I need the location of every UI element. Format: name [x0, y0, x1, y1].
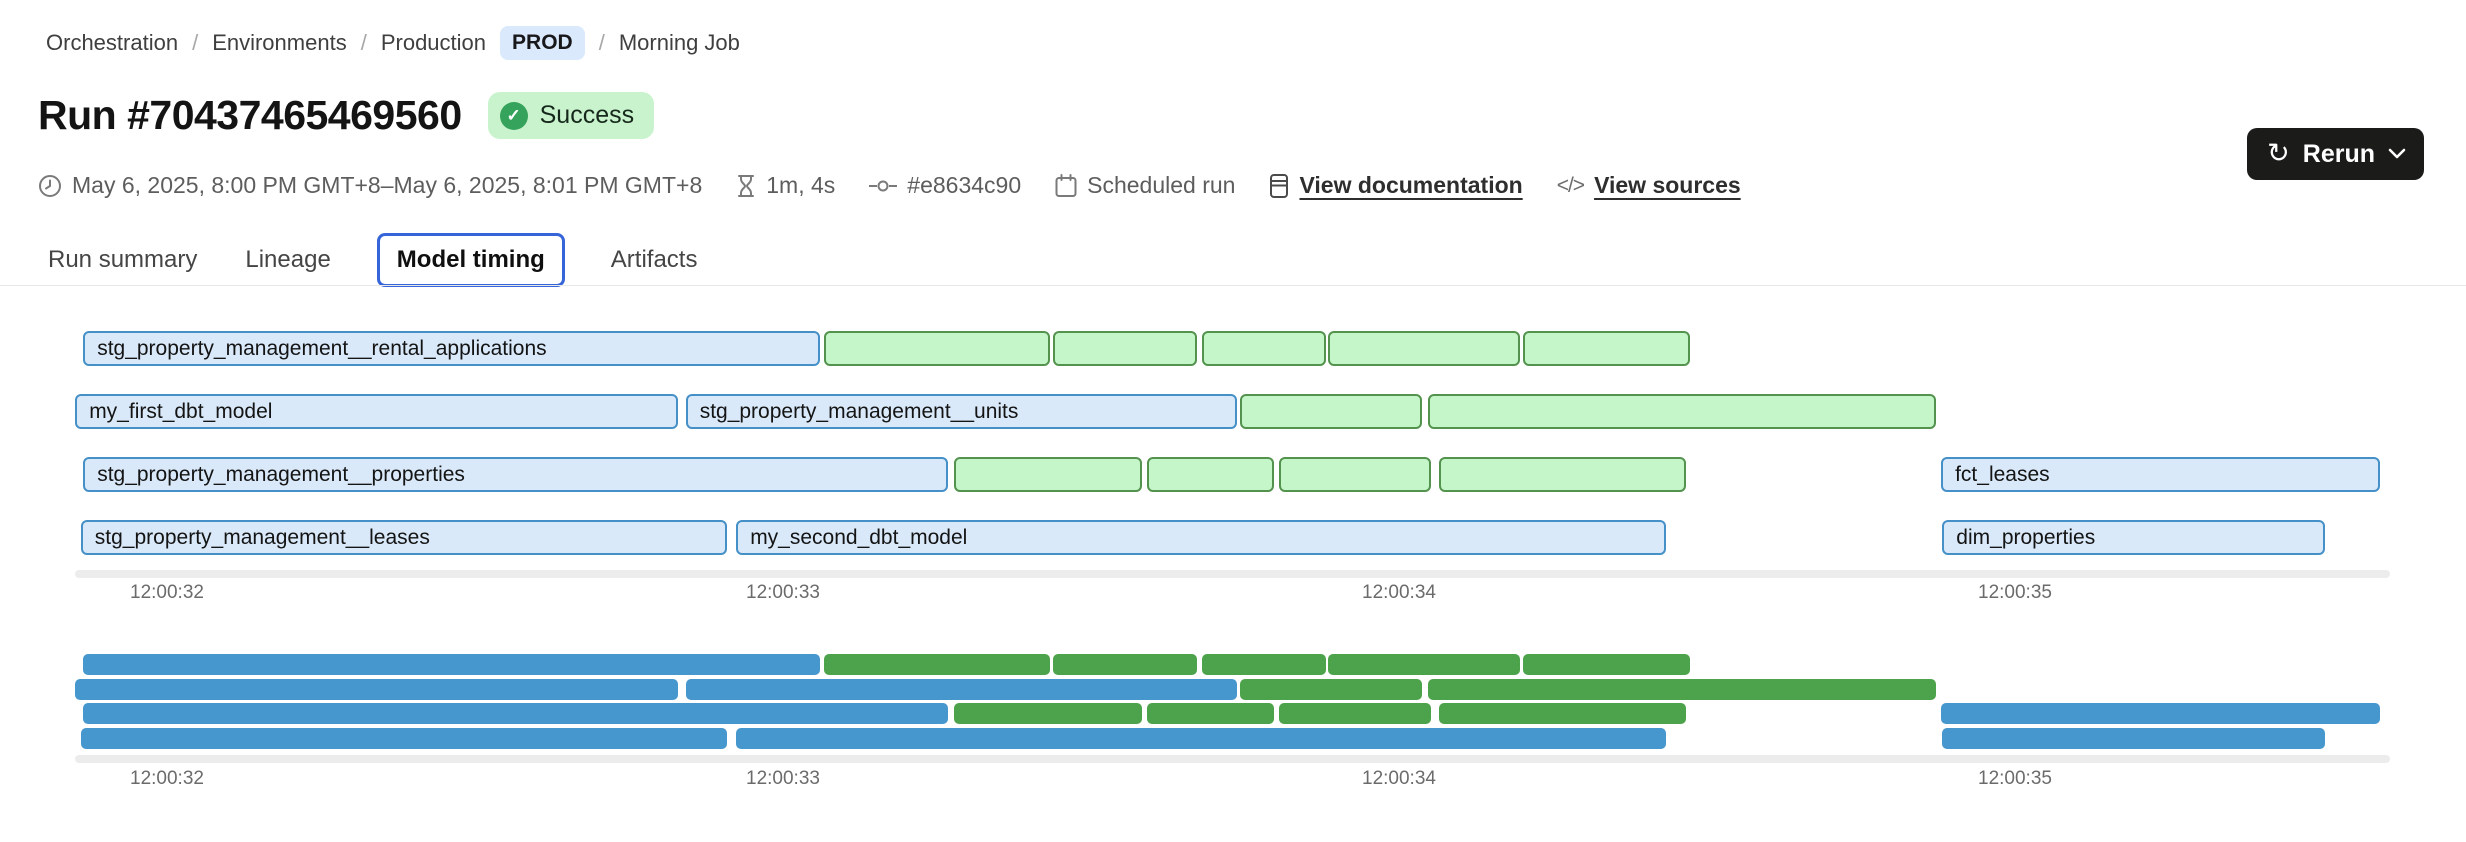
run-time-range-text: May 6, 2025, 8:00 PM GMT+8–May 6, 2025, … [72, 172, 703, 198]
success-check-icon: ✓ [499, 101, 528, 130]
status-badge-label: Success [539, 101, 635, 129]
model-bar[interactable]: stg_property_management__leases [80, 520, 727, 555]
tab-model-timing[interactable]: Model timing [376, 233, 565, 287]
test-bar-mini [1201, 654, 1326, 675]
hourglass-icon [738, 174, 755, 197]
test-bar[interactable] [1278, 457, 1432, 492]
axis-tick-label: 12:00:32 [130, 582, 204, 603]
tabs-divider [0, 285, 2466, 286]
test-bar[interactable] [1439, 457, 1686, 492]
test-bar-mini [1147, 703, 1274, 724]
breadcrumb-orchestration[interactable]: Orchestration [46, 30, 179, 55]
test-bar[interactable] [1201, 331, 1326, 366]
view-documentation-link[interactable]: View documentation [1299, 172, 1523, 198]
prod-environment-badge: PROD [500, 26, 585, 60]
title-row: Run #70437465469560 ✓ Success [38, 92, 655, 139]
test-bar-mini [1439, 703, 1686, 724]
model-bar-mini [1942, 727, 2325, 749]
axis-tick-label: 12:00:35 [1978, 768, 2052, 789]
run-tabs: Run summary Lineage Model timing Artifac… [46, 233, 699, 287]
breadcrumb-morning-job[interactable]: Morning Job [618, 30, 740, 55]
model-bar[interactable]: fct_leases [1941, 457, 2381, 492]
tab-lineage[interactable]: Lineage [245, 246, 331, 273]
axis-tick-label: 12:00:33 [746, 582, 820, 603]
tab-artifacts[interactable]: Artifacts [610, 246, 698, 273]
test-bar[interactable] [954, 457, 1143, 492]
test-bar-mini [954, 703, 1143, 724]
test-bar[interactable] [1428, 394, 1937, 429]
run-duration: 1m, 4s [736, 172, 835, 199]
chevron-down-icon [2388, 148, 2406, 159]
test-bar-mini [1052, 654, 1197, 675]
rerun-button-label: Rerun [2302, 139, 2375, 168]
model-bar-mini [80, 727, 727, 749]
view-sources[interactable]: </> View sources [1557, 172, 1741, 199]
test-bar-mini [1328, 654, 1520, 675]
axis-tick-label: 12:00:32 [130, 768, 204, 789]
breadcrumb: Orchestration / Environments / Productio… [46, 26, 740, 60]
documentation-icon [1270, 173, 1289, 198]
breadcrumb-production[interactable]: Production [380, 30, 487, 55]
page-title: Run #70437465469560 [38, 92, 462, 138]
tab-run-summary[interactable]: Run summary [48, 246, 198, 273]
axis-tick-label: 12:00:33 [746, 768, 820, 789]
test-bar[interactable] [1522, 331, 1690, 366]
test-bar[interactable] [1147, 457, 1274, 492]
axis-tick-label: 12:00:34 [1362, 768, 1436, 789]
status-badge: ✓ Success [487, 92, 655, 139]
run-trigger-text: Scheduled run [1087, 172, 1236, 198]
breadcrumb-separator: / [192, 30, 199, 55]
run-commit: #e8634c90 [869, 172, 1021, 199]
run-duration-text: 1m, 4s [766, 172, 836, 198]
model-bar-mini [83, 703, 949, 724]
test-bar-mini [824, 654, 1051, 675]
rerun-button[interactable]: ↻ Rerun [2247, 128, 2424, 180]
view-sources-link[interactable]: View sources [1594, 172, 1741, 198]
minimap-scrollbar[interactable] [75, 755, 2390, 763]
model-bar-mini [75, 678, 678, 700]
model-bar-mini [83, 654, 820, 675]
main-chart-scrollbar[interactable] [75, 570, 2390, 578]
test-bar-mini [1278, 703, 1432, 724]
run-commit-text: #e8634c90 [907, 172, 1022, 198]
view-documentation[interactable]: View documentation [1269, 172, 1523, 199]
breadcrumb-separator: / [598, 30, 605, 55]
model-bar[interactable]: stg_property_management__properties [83, 457, 949, 492]
test-bar-mini [1522, 654, 1690, 675]
model-bar[interactable]: my_second_dbt_model [736, 520, 1666, 555]
test-bar[interactable] [1328, 331, 1520, 366]
axis-tick-label: 12:00:35 [1978, 582, 2052, 603]
commit-icon [869, 180, 898, 191]
model-bar-mini [736, 727, 1666, 749]
model-bar[interactable]: stg_property_management__rental_applicat… [83, 331, 820, 366]
breadcrumb-separator: / [360, 30, 367, 55]
test-bar[interactable] [1052, 331, 1197, 366]
model-bar-mini [685, 678, 1237, 700]
refresh-icon: ↻ [2267, 137, 2290, 168]
calendar-icon [1055, 173, 1077, 197]
model-bar[interactable]: stg_property_management__units [685, 394, 1237, 429]
test-bar-mini [1240, 678, 1422, 700]
clock-icon [39, 174, 61, 197]
axis-tick-label: 12:00:34 [1362, 582, 1436, 603]
test-bar[interactable] [1240, 394, 1422, 429]
run-time-range: May 6, 2025, 8:00 PM GMT+8–May 6, 2025, … [38, 172, 702, 199]
code-icon: </> [1556, 173, 1585, 197]
test-bar[interactable] [824, 331, 1051, 366]
model-bar-mini [1941, 703, 2381, 724]
model-bar[interactable]: my_first_dbt_model [75, 394, 678, 429]
run-trigger: Scheduled run [1055, 172, 1235, 199]
breadcrumb-environments[interactable]: Environments [212, 30, 347, 55]
run-meta-row: May 6, 2025, 8:00 PM GMT+8–May 6, 2025, … [38, 172, 1741, 199]
test-bar-mini [1428, 678, 1937, 700]
model-bar[interactable]: dim_properties [1942, 520, 2325, 555]
